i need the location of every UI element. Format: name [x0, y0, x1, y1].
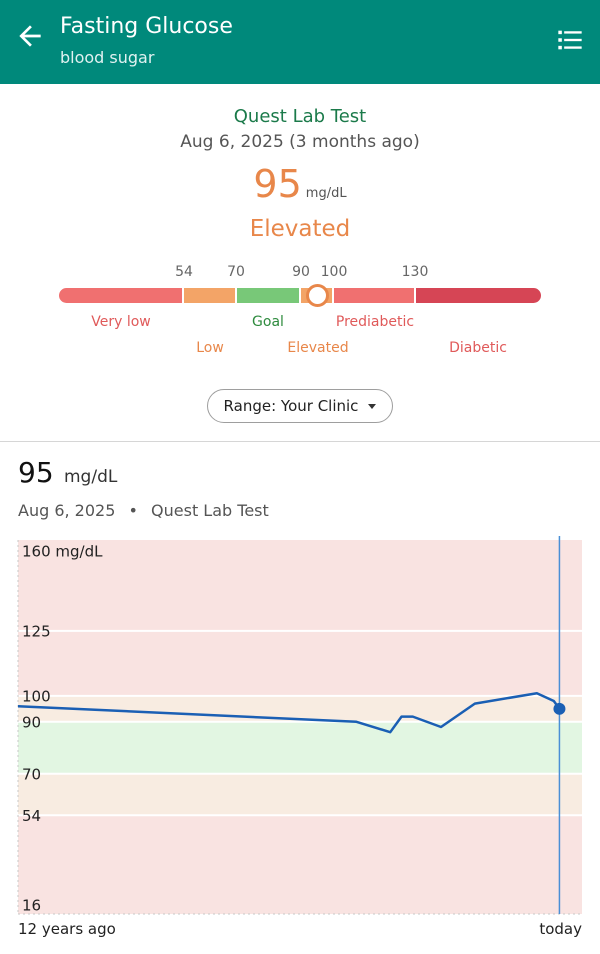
range-segment-goal [237, 288, 299, 303]
selected-value: 95 [18, 456, 54, 489]
value-marker [306, 284, 329, 307]
test-date: Aug 6, 2025 (3 months ago) [180, 132, 420, 152]
test-source: Quest Lab Test [233, 106, 367, 127]
threshold-70: 70 [227, 264, 245, 280]
range-label-diabetic: Diabetic [449, 340, 507, 356]
status-label: Elevated [249, 216, 351, 242]
value-number: 95 [253, 162, 302, 206]
selected-date: Aug 6, 2025 [18, 501, 116, 520]
y-tick-label: 90 [22, 713, 41, 731]
meta-separator: • [128, 501, 138, 520]
range-band [18, 773, 582, 816]
selected-source: Quest Lab Test [151, 501, 269, 520]
selected-unit: mg/dL [64, 467, 118, 487]
history-chart[interactable]: 160 mg/dL 125 100 90 70 54 16 [0, 536, 600, 954]
value-unit: mg/dL [305, 186, 347, 201]
range-segment-low [184, 288, 235, 303]
range-segment-very-low [59, 288, 182, 303]
y-tick-label: 16 [22, 897, 41, 915]
range-label-very-low: Very low [91, 314, 151, 330]
segment-divider [182, 288, 184, 303]
segment-divider [235, 288, 237, 303]
app-bar: Fasting Glucose blood sugar [0, 0, 600, 84]
range-band [18, 815, 582, 914]
range-selector-label: Range: Your Clinic [223, 397, 359, 415]
range-label-elevated: Elevated [287, 340, 349, 356]
range-label-goal: Goal [252, 314, 284, 330]
series-line [17, 691, 561, 734]
arrow-left-icon[interactable] [14, 20, 46, 52]
threshold-130: 130 [401, 264, 429, 280]
page-subtitle: blood sugar [60, 48, 155, 67]
x-label-start: 12 years ago [18, 920, 116, 938]
y-tick-label: 70 [22, 765, 41, 783]
y-tick-label: 100 [22, 687, 51, 705]
y-tick-label: 125 [22, 622, 51, 640]
range-segment-diabetic [416, 288, 541, 303]
segment-divider [332, 288, 334, 303]
page-title: Fasting Glucose [60, 14, 233, 39]
summary-section: Quest Lab Test Aug 6, 2025 (3 months ago… [0, 84, 600, 441]
range-segment-prediabetic [334, 288, 414, 303]
range-label-low: Low [196, 340, 224, 356]
data-point [553, 702, 566, 715]
range-label-prediabetic: Prediabetic [335, 314, 415, 330]
threshold-54: 54 [175, 264, 193, 280]
caret-down-icon [368, 403, 377, 409]
current-value: 95 mg/dL [0, 162, 600, 206]
selected-meta: Aug 6, 2025 • Quest Lab Test [18, 501, 269, 520]
segment-divider [414, 288, 416, 303]
x-label-end: today [539, 920, 582, 938]
range-bar [59, 288, 541, 303]
threshold-100: 100 [320, 264, 348, 280]
threshold-90: 90 [292, 264, 310, 280]
section-divider [0, 441, 600, 442]
range-band [18, 540, 582, 631]
range-band [18, 721, 582, 774]
range-band [18, 630, 582, 696]
range-selector-button[interactable]: Range: Your Clinic [207, 389, 393, 423]
segment-divider [299, 288, 301, 303]
y-tick-label: 160 mg/dL [22, 543, 103, 561]
list-icon[interactable] [556, 26, 584, 54]
y-tick-label: 54 [22, 807, 41, 825]
